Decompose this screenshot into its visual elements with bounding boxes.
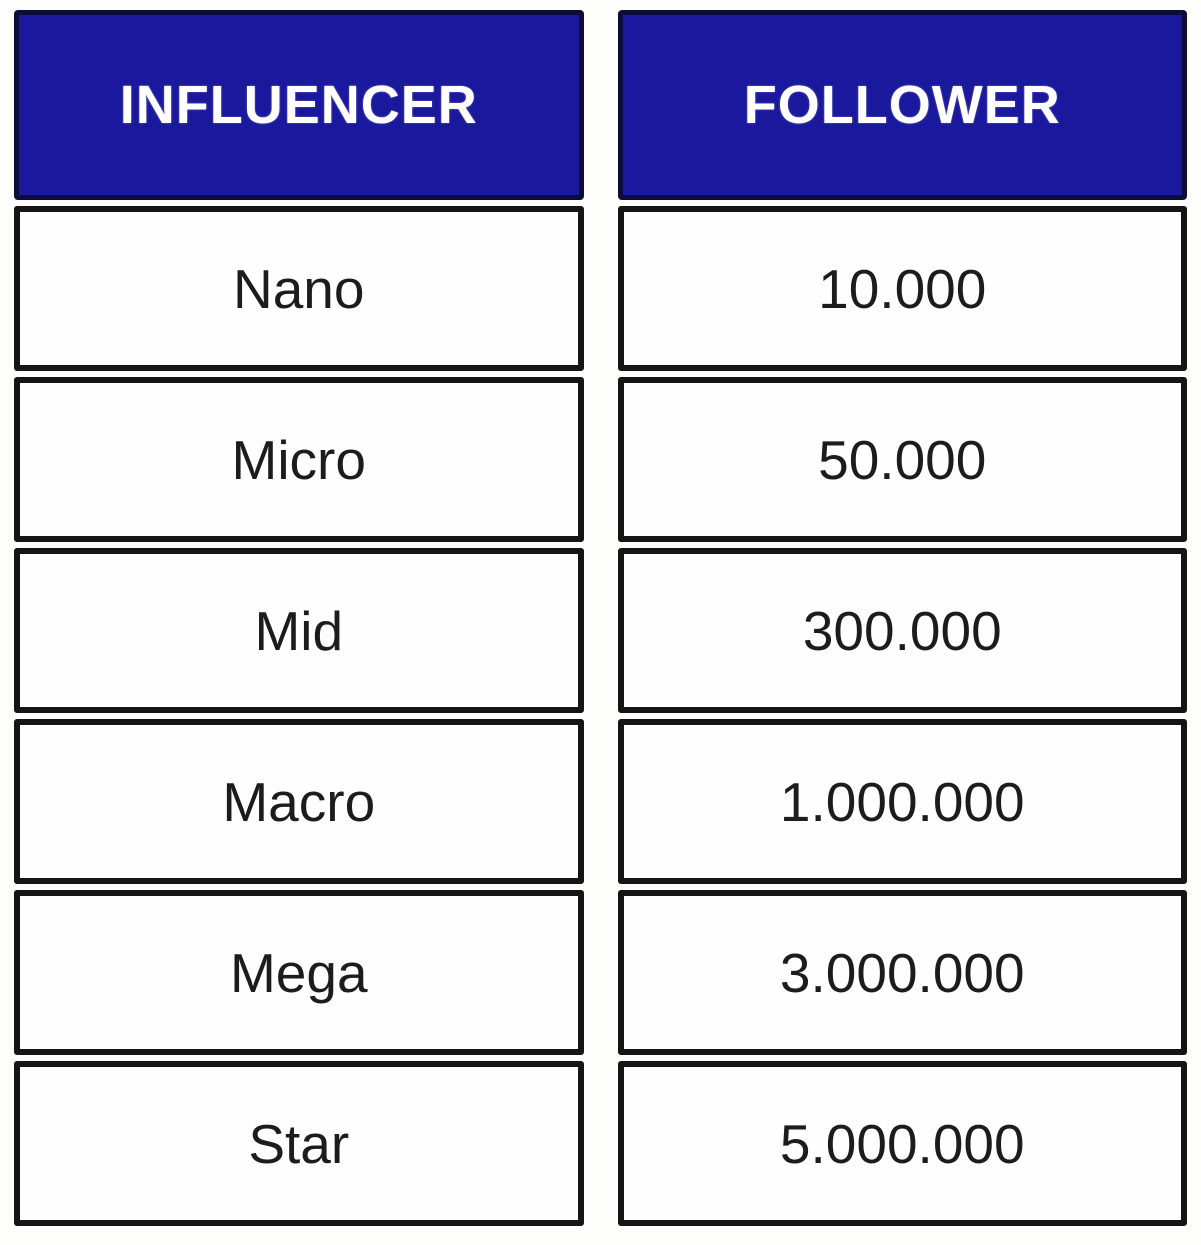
table-cell-follower-nano: 10.000 (617, 206, 1187, 371)
table-cell-influencer-mid: Mid (14, 548, 584, 713)
influencer-column: INFLUENCER Nano Micro Mid Macro Mega Sta… (14, 10, 584, 1233)
table-cell-influencer-star: Star (14, 1061, 584, 1226)
follower-column: FOLLOWER 10.000 50.000 300.000 1.000.000… (617, 10, 1187, 1233)
table-cell-influencer-nano: Nano (14, 206, 584, 371)
table-cell-follower-micro: 50.000 (617, 377, 1187, 542)
table-cell-influencer-micro: Micro (14, 377, 584, 542)
column-header-influencer: INFLUENCER (14, 10, 584, 200)
table-cell-follower-star: 5.000.000 (617, 1061, 1187, 1226)
table-cell-follower-mid: 300.000 (617, 548, 1187, 713)
table-cell-influencer-mega: Mega (14, 890, 584, 1055)
table-cell-influencer-macro: Macro (14, 719, 584, 884)
column-header-follower: FOLLOWER (617, 10, 1187, 200)
table-cell-follower-mega: 3.000.000 (617, 890, 1187, 1055)
table-cell-follower-macro: 1.000.000 (617, 719, 1187, 884)
